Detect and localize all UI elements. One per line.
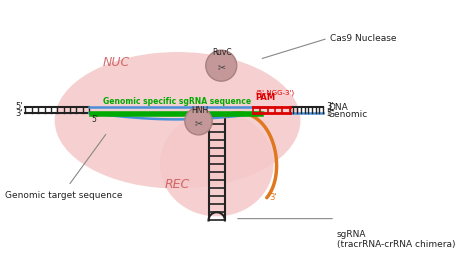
Text: (5'-NGG-3'): (5'-NGG-3') [255,89,294,96]
Ellipse shape [160,112,274,216]
Text: ✂: ✂ [194,118,203,128]
Text: 3': 3' [15,108,23,117]
Circle shape [185,108,212,135]
Text: 3': 3' [326,102,334,111]
Text: REC: REC [165,178,190,191]
Text: PAM: PAM [255,93,275,102]
Text: 5': 5' [15,102,23,111]
Text: Genomic specific sgRNA sequence: Genomic specific sgRNA sequence [102,97,251,106]
Text: RuvC: RuvC [212,49,232,57]
Text: Genomic target sequence: Genomic target sequence [5,191,122,200]
Text: Cas9 Nuclease: Cas9 Nuclease [329,34,396,43]
Text: sgRNA
(tracrRNA-crRNA chimera): sgRNA (tracrRNA-crRNA chimera) [337,230,455,249]
Text: ✂: ✂ [217,62,225,72]
Text: HNH: HNH [191,106,208,115]
Text: 5': 5' [326,108,334,117]
Text: 3': 3' [270,193,277,202]
Circle shape [206,50,237,81]
Text: DNA: DNA [328,103,348,112]
Text: Genomic: Genomic [328,110,368,119]
Text: 5': 5' [91,115,98,124]
Text: NUC: NUC [103,56,130,69]
Ellipse shape [55,52,300,189]
